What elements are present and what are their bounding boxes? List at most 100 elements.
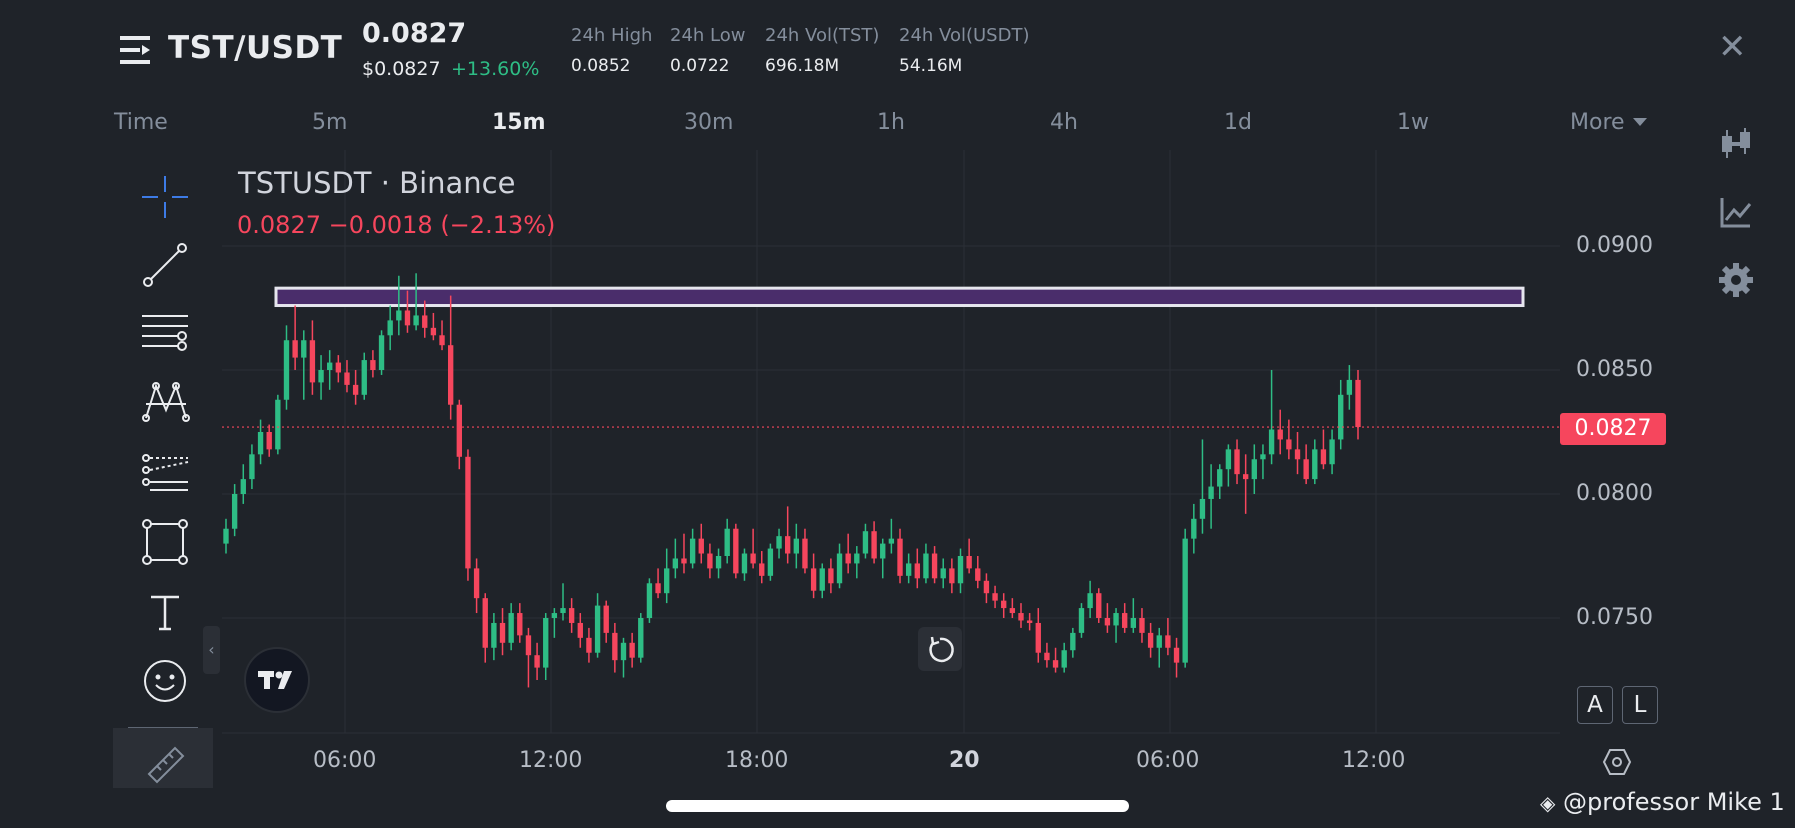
tab-1h[interactable]: 1h xyxy=(877,110,905,135)
ruler-icon[interactable] xyxy=(113,728,213,788)
candle-body xyxy=(1173,647,1180,663)
tab-5m[interactable]: 5m xyxy=(312,110,348,135)
gear-icon[interactable] xyxy=(1716,260,1756,300)
tab-1w[interactable]: 1w xyxy=(1397,110,1429,135)
pattern-icon[interactable] xyxy=(138,374,192,428)
candle-body xyxy=(724,528,730,556)
stat-label-high: 24h High xyxy=(571,25,653,46)
candle-body xyxy=(1130,618,1137,628)
menu-icon[interactable] xyxy=(120,34,152,66)
candle-body xyxy=(1104,618,1111,626)
candle-body xyxy=(793,538,799,554)
candle-body xyxy=(378,335,385,370)
candle-body xyxy=(551,613,558,618)
candle-body xyxy=(715,556,722,569)
x-tick-label: 06:00 xyxy=(1136,748,1200,773)
chart-legend-values: 0.0827 −0.0018 (−2.13%) xyxy=(237,211,556,239)
stat-value-high: 0.0852 xyxy=(571,56,631,76)
close-icon[interactable]: ✕ xyxy=(1718,27,1747,67)
prediction-icon[interactable] xyxy=(138,444,192,498)
candle-body xyxy=(966,556,972,569)
candle-body xyxy=(275,399,281,450)
crosshair-icon[interactable] xyxy=(138,170,192,224)
tab-15m[interactable]: 15m xyxy=(492,110,546,135)
candle-body xyxy=(370,360,376,370)
candle-body xyxy=(1242,474,1249,480)
text-icon[interactable] xyxy=(138,585,192,639)
candle-body xyxy=(741,553,748,574)
candle-body xyxy=(1346,379,1353,395)
home-indicator[interactable] xyxy=(666,800,1129,812)
tab-30m[interactable]: 30m xyxy=(684,110,734,135)
stat-value-low: 0.0722 xyxy=(670,56,730,76)
y-tick-label: 0.0800 xyxy=(1576,481,1653,506)
candle-body xyxy=(819,568,825,591)
log-scale-button[interactable]: L xyxy=(1622,686,1658,724)
candle-body xyxy=(689,538,696,564)
candle-body xyxy=(1156,635,1162,648)
current-price-tag: 0.0827 xyxy=(1560,413,1666,445)
stat-label-vol-tst: 24h Vol(TST) xyxy=(765,25,880,46)
candle-body xyxy=(1087,593,1093,609)
tab-4h[interactable]: 4h xyxy=(1050,110,1078,135)
candle-body xyxy=(1026,620,1033,623)
candle-body xyxy=(1208,486,1214,499)
candle-body xyxy=(949,568,955,584)
candle-body xyxy=(612,632,618,661)
candle-body xyxy=(1277,429,1283,440)
pair-title[interactable]: TST/USDT xyxy=(168,30,343,66)
reset-icon[interactable] xyxy=(918,627,962,671)
emoji-icon[interactable] xyxy=(138,654,192,708)
candle-settings-icon[interactable] xyxy=(1716,124,1756,164)
trendline-icon[interactable] xyxy=(138,238,192,292)
candle-body xyxy=(344,372,350,385)
candle-body xyxy=(1035,622,1041,653)
candle-body xyxy=(223,528,229,544)
chevron-down-icon[interactable] xyxy=(1633,118,1647,126)
candle-body xyxy=(1294,449,1301,460)
candle-body xyxy=(1225,449,1232,470)
indicator-icon[interactable] xyxy=(1716,192,1756,232)
auto-scale-button[interactable]: A xyxy=(1577,686,1613,724)
candle-body xyxy=(240,479,246,494)
candle-body xyxy=(301,340,307,358)
candle-body xyxy=(646,583,653,618)
candle-body xyxy=(1052,660,1059,668)
candle-body xyxy=(1070,632,1076,651)
toolbar-divider xyxy=(128,727,198,728)
more-dropdown[interactable]: More xyxy=(1570,110,1625,135)
collapse-toolbar-button[interactable]: ‹ xyxy=(203,626,220,674)
candle-body xyxy=(1234,449,1240,475)
candle-body xyxy=(1191,518,1197,539)
candle-body xyxy=(880,543,886,559)
candle-body xyxy=(828,568,834,584)
candle-body xyxy=(897,538,903,576)
candle-body xyxy=(836,553,843,584)
stat-label-low: 24h Low xyxy=(670,25,746,46)
candle-body xyxy=(577,622,583,638)
candle-body xyxy=(525,635,532,656)
candle-body xyxy=(707,553,713,569)
tradingview-logo[interactable] xyxy=(244,647,310,713)
candle-body xyxy=(759,563,765,576)
candle-body xyxy=(845,553,851,564)
candle-body xyxy=(257,432,264,455)
candle-body xyxy=(681,558,687,564)
last-price: 0.0827 xyxy=(362,18,467,49)
candle-body xyxy=(914,563,920,579)
horizontal-lines-icon[interactable] xyxy=(138,306,192,360)
candle-body xyxy=(335,362,342,373)
candle-body xyxy=(430,327,437,336)
candle-body xyxy=(603,605,609,633)
candle-body xyxy=(404,310,411,326)
rectangle-icon[interactable] xyxy=(138,515,192,569)
chart-symbol-title: TSTUSDT · Binance xyxy=(238,166,516,200)
candle-body xyxy=(776,536,782,549)
candle-body xyxy=(923,553,929,579)
watermark: ◈ @professor Mike 1 xyxy=(1540,788,1785,816)
tab-1d[interactable]: 1d xyxy=(1224,110,1252,135)
candle-body xyxy=(664,568,670,594)
hexagon-settings-icon[interactable] xyxy=(1602,747,1632,777)
candle-body xyxy=(1165,635,1171,648)
